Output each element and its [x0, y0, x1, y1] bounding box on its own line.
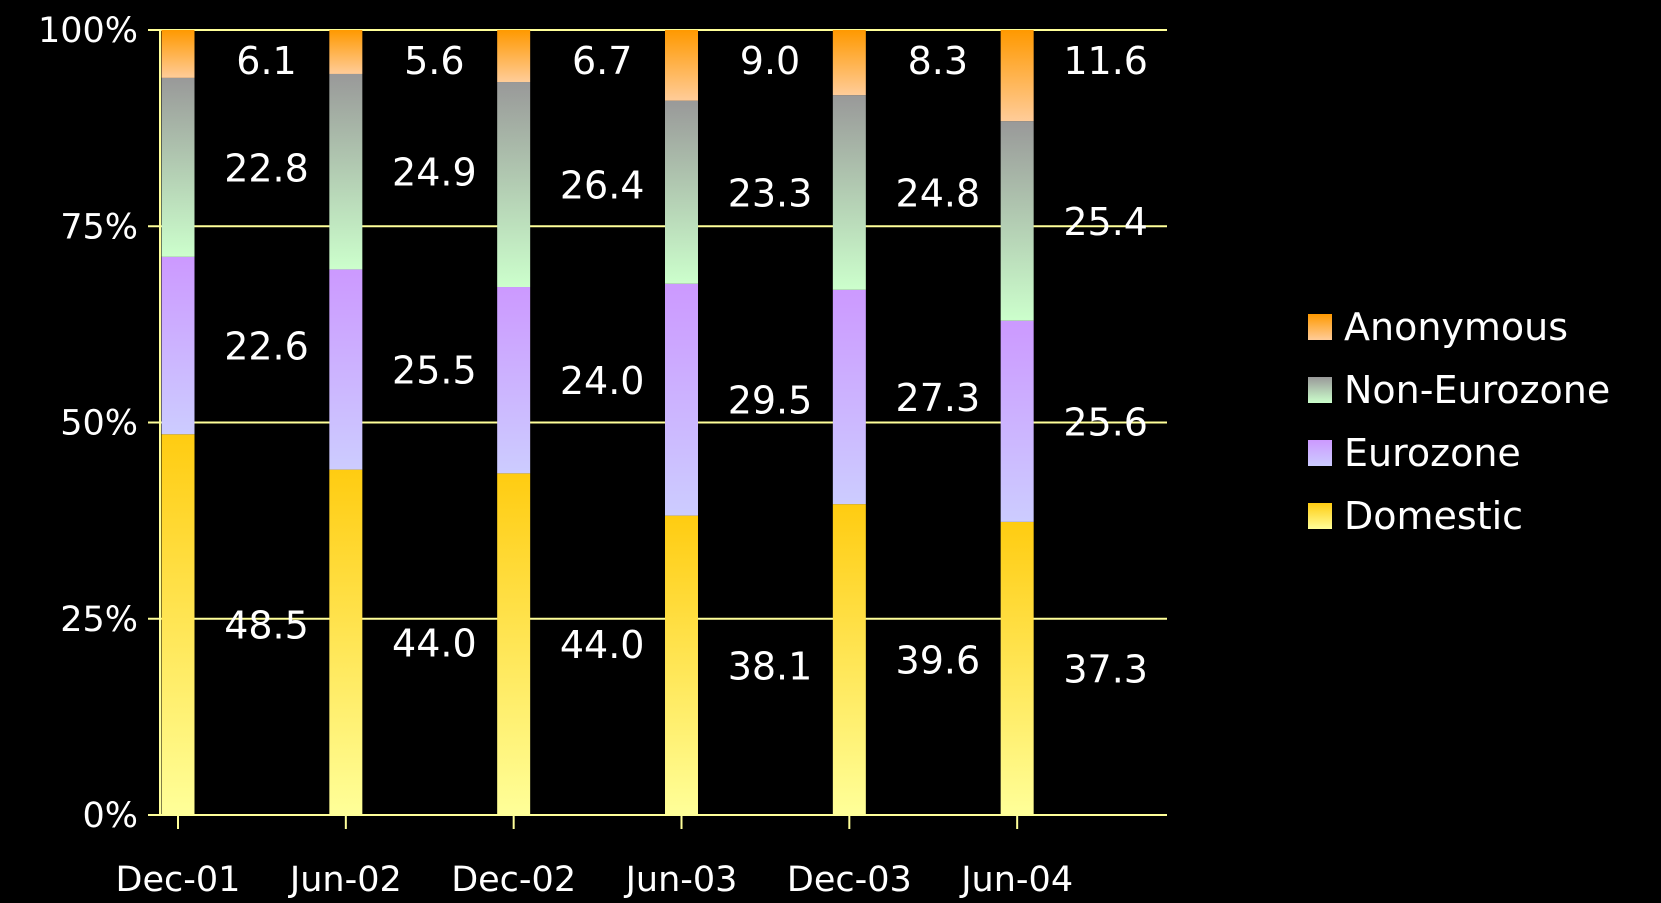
bar-segment-domestic [497, 473, 531, 815]
bar-segment-non-eurozone [497, 82, 531, 288]
bar-segment-eurozone [161, 256, 195, 435]
data-label-domestic: 48.5 [224, 604, 309, 648]
bar-segment-anonymous [1000, 30, 1034, 122]
legend-label-non-eurozone: Non-Eurozone [1344, 368, 1610, 412]
bar-segment-eurozone [497, 287, 531, 474]
bars [161, 30, 1034, 815]
data-label-anonymous: 8.3 [908, 39, 968, 83]
bar-segment-eurozone [832, 289, 866, 505]
bar-segment-non-eurozone [665, 100, 698, 284]
data-label-eurozone: 25.5 [392, 349, 477, 393]
bar-segment-eurozone [329, 269, 363, 470]
data-label-anonymous: 6.1 [236, 39, 296, 83]
bar-segment-non-eurozone [161, 77, 195, 257]
data-label-domestic: 44.0 [560, 623, 645, 667]
data-label-non-eurozone: 23.3 [728, 171, 813, 215]
data-label-eurozone: 22.6 [224, 325, 309, 369]
legend-label-domestic: Domestic [1344, 494, 1523, 538]
data-label-anonymous: 5.6 [404, 39, 464, 83]
bar-segment-non-eurozone [1000, 121, 1034, 321]
bar-segment-eurozone [665, 283, 698, 516]
bar-segment-non-eurozone [832, 95, 866, 290]
y-tick-label: 50% [60, 404, 138, 444]
bar-segment-anonymous [665, 30, 698, 101]
x-tick-label: Dec-03 [787, 860, 912, 900]
legend-swatch-non-eurozone [1308, 377, 1332, 403]
legend-label-eurozone: Eurozone [1344, 431, 1521, 475]
data-label-non-eurozone: 26.4 [560, 164, 645, 208]
data-label-non-eurozone: 25.4 [1063, 200, 1148, 244]
y-tick-label: 100% [38, 11, 138, 51]
data-label-domestic: 38.1 [728, 644, 813, 688]
gridlines [160, 29, 1167, 620]
data-label-domestic: 37.3 [1063, 647, 1148, 691]
legend-swatch-domestic [1308, 503, 1332, 529]
axes: 0% 25% 50% 75% 100% Dec-01 Jun-02 Dec-02 Jun-03 D… [38, 11, 1167, 900]
bar-segment-eurozone [1000, 320, 1034, 522]
bar-segment-domestic [832, 504, 866, 815]
bar-segment-domestic [1000, 521, 1034, 815]
bar-segment-domestic [329, 469, 363, 815]
y-tick-label: 75% [60, 207, 138, 247]
bar-segment-anonymous [497, 30, 531, 83]
legend: Anonymous Non-Eurozone Eurozone Domestic [1308, 305, 1610, 538]
data-label-eurozone: 25.6 [1063, 400, 1148, 444]
x-tick-label: Dec-01 [116, 860, 241, 900]
data-label-non-eurozone: 24.9 [392, 151, 477, 195]
bar-segment-anonymous [329, 30, 363, 74]
data-label-eurozone: 24.0 [560, 359, 645, 403]
x-tick-label: Jun-03 [624, 860, 738, 900]
legend-label-anonymous: Anonymous [1344, 305, 1568, 349]
data-labels: 48.5 22.6 22.8 6.1 44.0 25.5 24.9 5.6 44.0 24.0 26… [224, 39, 1148, 691]
x-tick-label: Dec-02 [451, 860, 576, 900]
legend-swatch-anonymous [1308, 314, 1332, 340]
bar-segment-anonymous [161, 30, 195, 78]
y-tick-label: 0% [82, 796, 138, 836]
data-label-anonymous: 9.0 [740, 39, 800, 83]
data-label-anonymous: 6.7 [572, 39, 632, 83]
y-tick-label: 25% [60, 600, 138, 640]
data-label-anonymous: 11.6 [1063, 39, 1148, 83]
bar-segment-anonymous [832, 30, 866, 96]
bar-segment-non-eurozone [329, 73, 363, 270]
data-label-eurozone: 27.3 [896, 376, 981, 420]
x-tick-label: Jun-02 [288, 860, 402, 900]
data-label-non-eurozone: 24.8 [896, 171, 981, 215]
legend-swatch-eurozone [1308, 440, 1332, 466]
bar-segment-domestic [161, 434, 195, 815]
data-label-domestic: 39.6 [896, 639, 981, 683]
data-label-domestic: 44.0 [392, 621, 477, 665]
x-tick-label: Jun-04 [959, 860, 1073, 900]
bar-segment-domestic [665, 515, 698, 815]
data-label-eurozone: 29.5 [728, 379, 813, 423]
data-label-non-eurozone: 22.8 [224, 146, 309, 190]
